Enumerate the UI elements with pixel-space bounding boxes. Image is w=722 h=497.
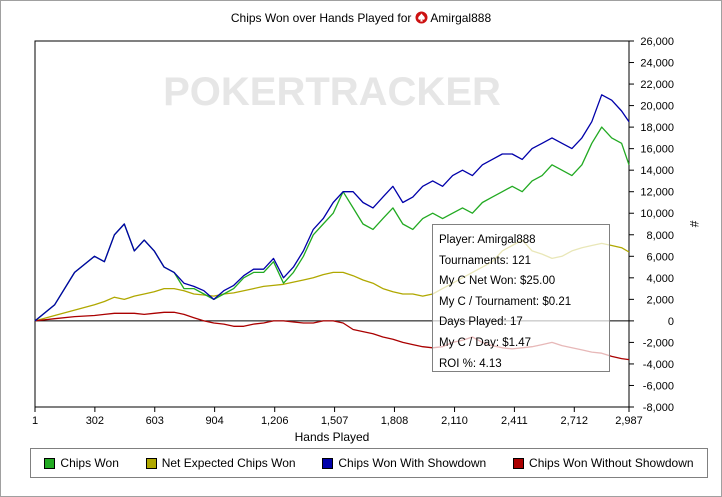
y-tick-label: 4,000: [646, 273, 674, 285]
y-tick-label: 14,000: [640, 165, 674, 177]
chart-title: Chips Won over Hands Played for Amirgal8…: [0, 11, 722, 25]
x-axis-label: Hands Played: [295, 430, 370, 444]
plot-area-border: [34, 40, 630, 408]
legend-label: Chips Won Without Showdown: [529, 456, 694, 470]
y-tick-label: 24,000: [640, 58, 674, 70]
y-tick-label: 10,000: [640, 208, 674, 220]
stat-per-day: My C / Day: $1.47: [439, 336, 532, 349]
y-tick-label: 0: [668, 316, 674, 328]
y-tick-label: 2,000: [646, 294, 674, 306]
legend-swatch: [44, 457, 56, 469]
y-tick-label: 18,000: [640, 122, 674, 134]
legend-swatch: [322, 457, 334, 469]
x-tick-label: 1,206: [261, 415, 289, 427]
x-tick-label: 2,411: [501, 415, 528, 427]
x-tick-label: 2,110: [441, 415, 468, 427]
y-tick-label: -2,000: [643, 337, 674, 349]
legend-label: Net Expected Chips Won: [161, 456, 296, 470]
y-tick-label: 12,000: [640, 187, 674, 199]
stat-roi: ROI %: 4.13: [439, 357, 502, 370]
legend-swatch: [513, 457, 525, 469]
legend-item-without-showdown[interactable]: Chips Won Without Showdown: [513, 456, 694, 470]
y-tick-label: 26,000: [640, 36, 674, 48]
x-tick-label: 2,712: [561, 415, 589, 427]
y-tick-label: 20,000: [640, 101, 674, 113]
y-tick-label: -4,000: [643, 359, 674, 371]
y-tick-label: 22,000: [640, 79, 674, 91]
stat-per-tournament: My C / Tournament: $0.21: [439, 295, 572, 308]
legend-item-with-showdown[interactable]: Chips Won With Showdown: [322, 456, 486, 470]
pokerstars-spade-icon: [415, 11, 428, 24]
y-tick-label: -6,000: [643, 380, 674, 392]
x-tick-label: 1: [32, 415, 38, 427]
stat-net-won: My C Net Won: $25.00: [439, 275, 556, 288]
player-stats-box: Player: Amirgal888 Tournaments: 121 My C…: [432, 224, 610, 372]
stat-player: Player: Amirgal888: [439, 234, 536, 246]
player-name: Amirgal888: [430, 11, 492, 25]
x-tick-label: 2,987: [615, 415, 643, 427]
stat-tournaments: Tournaments: 121: [439, 254, 532, 267]
legend-swatch: [145, 457, 157, 469]
x-tick-label: 302: [86, 415, 104, 427]
y-tick-label: 6,000: [646, 251, 674, 263]
stat-days-played: Days Played: 17: [439, 316, 523, 329]
legend-label: Chips Won With Showdown: [338, 456, 487, 470]
watermark-text: POKERTRACKER: [163, 70, 501, 114]
y-tick-label: -8,000: [643, 402, 674, 414]
legend-label: Chips Won: [60, 456, 119, 470]
chart-legend: Chips Won Net Expected Chips Won Chips W…: [30, 448, 708, 478]
series-line-2: [34, 94, 630, 322]
y-tick-label: 8,000: [646, 230, 674, 242]
legend-item-chips-won[interactable]: Chips Won: [44, 456, 119, 470]
chart-title-text: Chips Won over Hands Played for: [230, 11, 412, 25]
x-tick-label: 1,808: [381, 415, 409, 427]
legend-item-net-expected[interactable]: Net Expected Chips Won: [145, 456, 296, 470]
x-tick-label: 603: [146, 415, 164, 427]
x-tick-label: 904: [205, 415, 223, 427]
x-tick-label: 1,507: [321, 415, 349, 427]
y-axis-label: #: [687, 221, 701, 228]
y-tick-label: 16,000: [640, 144, 674, 156]
